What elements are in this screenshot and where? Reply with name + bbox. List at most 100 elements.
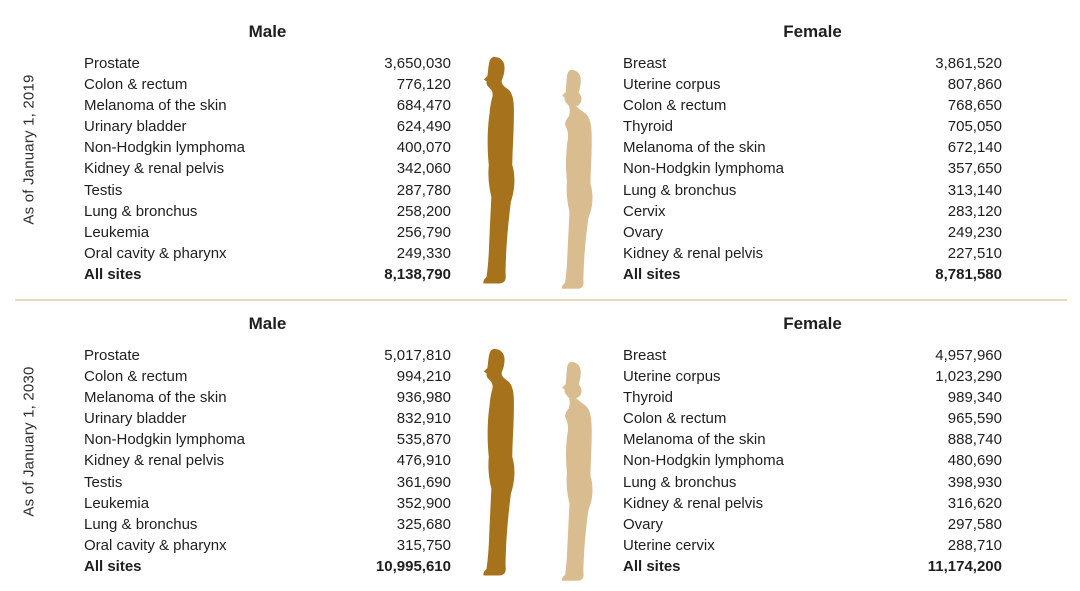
cancer-site-label: Breast bbox=[623, 347, 667, 364]
cancer-site-label: Leukemia bbox=[84, 223, 150, 241]
prevalence-value: 476,910 bbox=[396, 452, 451, 470]
prevalence-value: 361,690 bbox=[396, 473, 451, 491]
female-silhouette-icon bbox=[561, 361, 593, 581]
table-row: Colon & rectum 965,590 bbox=[623, 408, 1002, 429]
table-row: Kidney & renal pelvis 227,510 bbox=[623, 243, 1002, 264]
panel-2030-figures bbox=[451, 300, 623, 582]
prevalence-value: 624,490 bbox=[396, 118, 451, 136]
prevalence-value: 325,680 bbox=[396, 515, 451, 533]
table-row: Lung & bronchus 258,200 bbox=[84, 201, 451, 222]
cancer-site-label: Oral cavity & pharynx bbox=[84, 536, 227, 554]
table-row: Lung & bronchus 398,930 bbox=[623, 472, 1002, 493]
female-header: Female bbox=[783, 314, 842, 333]
prevalence-value: 342,060 bbox=[396, 160, 451, 178]
female-rows: Breast 4,957,960 Uterine corpus 1,023,29… bbox=[623, 345, 1002, 556]
prevalence-value: 288,710 bbox=[947, 536, 1002, 554]
cancer-site-label: Melanoma of the skin bbox=[84, 389, 227, 407]
prevalence-value: 965,590 bbox=[947, 410, 1002, 428]
female-silhouette-icon bbox=[561, 69, 593, 289]
male-header: Male bbox=[248, 314, 287, 333]
cancer-site-label: Kidney & renal pelvis bbox=[84, 452, 225, 470]
cancer-site-label: Melanoma of the skin bbox=[84, 97, 227, 115]
table-row: Non-Hodgkin lymphoma 480,690 bbox=[623, 450, 1002, 471]
table-row-total: All sites 8,138,790 bbox=[84, 264, 451, 285]
panel-2030-female-table: Female Breast 4,957,960 Uterine corpus 1… bbox=[623, 300, 1002, 582]
prevalence-value: 398,930 bbox=[947, 473, 1002, 491]
panel-2019-side-column: As of January 1, 2019 bbox=[0, 8, 58, 290]
panel-2030-side-label: As of January 1, 2030 bbox=[20, 365, 38, 517]
all-sites-label: All sites bbox=[623, 265, 681, 283]
prevalence-value: 227,510 bbox=[947, 244, 1002, 262]
prevalence-value: 3,650,030 bbox=[384, 55, 451, 72]
cancer-site-label: Thyroid bbox=[623, 389, 674, 407]
table-row: Prostate 5,017,810 bbox=[84, 345, 451, 366]
table-row-total: All sites 10,995,610 bbox=[84, 556, 451, 577]
table-row: Non-Hodgkin lymphoma 400,070 bbox=[84, 137, 451, 158]
table-row: Colon & rectum 994,210 bbox=[84, 366, 451, 387]
prevalence-value: 5,017,810 bbox=[384, 347, 451, 364]
cancer-site-label: Lung & bronchus bbox=[623, 181, 737, 199]
cancer-site-label: Ovary bbox=[623, 223, 664, 241]
table-row: Leukemia 352,900 bbox=[84, 493, 451, 514]
cancer-site-label: Melanoma of the skin bbox=[623, 139, 766, 157]
prevalence-value: 832,910 bbox=[396, 410, 451, 428]
prevalence-value: 249,230 bbox=[947, 223, 1002, 241]
prevalence-value: 672,140 bbox=[947, 139, 1002, 157]
cancer-site-label: Thyroid bbox=[623, 118, 674, 136]
cancer-site-label: Kidney & renal pelvis bbox=[623, 244, 764, 262]
table-row: Non-Hodgkin lymphoma 535,870 bbox=[84, 429, 451, 450]
table-row: Kidney & renal pelvis 342,060 bbox=[84, 158, 451, 179]
table-row: Colon & rectum 768,650 bbox=[623, 95, 1002, 116]
cancer-site-label: Testis bbox=[84, 473, 123, 491]
table-row: Breast 4,957,960 bbox=[623, 345, 1002, 366]
cancer-site-label: Urinary bladder bbox=[84, 118, 187, 136]
cancer-site-label: Prostate bbox=[84, 347, 140, 364]
prevalence-value: 705,050 bbox=[947, 118, 1002, 136]
table-row: Lung & bronchus 313,140 bbox=[623, 180, 1002, 201]
panel-2030-side-column: As of January 1, 2030 bbox=[0, 300, 58, 582]
prevalence-value: 400,070 bbox=[396, 139, 451, 157]
male-header: Male bbox=[248, 22, 287, 41]
cancer-site-label: Non-Hodgkin lymphoma bbox=[84, 431, 245, 449]
cancer-site-label: Oral cavity & pharynx bbox=[84, 244, 227, 262]
prevalence-value: 480,690 bbox=[947, 452, 1002, 470]
table-row: Oral cavity & pharynx 249,330 bbox=[84, 243, 451, 264]
prevalence-value: 3,861,520 bbox=[935, 55, 1002, 72]
section-divider bbox=[15, 299, 1067, 301]
panel-2030: As of January 1, 2030 Male Prostate 5,01… bbox=[0, 300, 1080, 582]
prevalence-value: 989,340 bbox=[947, 389, 1002, 407]
table-row: Melanoma of the skin 684,470 bbox=[84, 95, 451, 116]
panel-2019-figures bbox=[451, 8, 623, 290]
all-sites-label: All sites bbox=[84, 557, 142, 575]
table-row: Testis 287,780 bbox=[84, 180, 451, 201]
table-row: Cervix 283,120 bbox=[623, 201, 1002, 222]
prevalence-value: 352,900 bbox=[396, 494, 451, 512]
all-sites-value: 11,174,200 bbox=[927, 557, 1002, 575]
male-silhouette-icon bbox=[483, 56, 515, 284]
male-silhouette-icon bbox=[483, 348, 515, 576]
cancer-site-label: Uterine corpus bbox=[623, 76, 721, 94]
prevalence-value: 1,023,290 bbox=[935, 368, 1002, 386]
table-row: Kidney & renal pelvis 476,910 bbox=[84, 450, 451, 471]
all-sites-value: 8,781,580 bbox=[935, 265, 1002, 283]
table-row: Thyroid 705,050 bbox=[623, 116, 1002, 137]
panel-2019-side-label: As of January 1, 2019 bbox=[20, 73, 38, 225]
prevalence-value: 249,330 bbox=[396, 244, 451, 262]
cancer-site-label: Testis bbox=[84, 181, 123, 199]
all-sites-value: 8,138,790 bbox=[384, 265, 451, 283]
cancer-site-label: Prostate bbox=[84, 55, 140, 72]
male-rows: Prostate 3,650,030 Colon & rectum 776,12… bbox=[84, 53, 451, 264]
cancer-site-label: Non-Hodgkin lymphoma bbox=[84, 139, 245, 157]
table-row-total: All sites 8,781,580 bbox=[623, 264, 1002, 285]
cancer-site-label: Uterine corpus bbox=[623, 368, 721, 386]
prevalence-value: 357,650 bbox=[947, 160, 1002, 178]
cancer-site-label: Kidney & renal pelvis bbox=[84, 160, 225, 178]
female-rows: Breast 3,861,520 Uterine corpus 807,860 … bbox=[623, 53, 1002, 264]
prevalence-value: 287,780 bbox=[396, 181, 451, 199]
prevalence-value: 936,980 bbox=[396, 389, 451, 407]
all-sites-label: All sites bbox=[84, 265, 142, 283]
panel-2019: As of January 1, 2019 Male Prostate 3,65… bbox=[0, 8, 1080, 290]
prevalence-value: 994,210 bbox=[396, 368, 451, 386]
cancer-site-label: Ovary bbox=[623, 515, 664, 533]
